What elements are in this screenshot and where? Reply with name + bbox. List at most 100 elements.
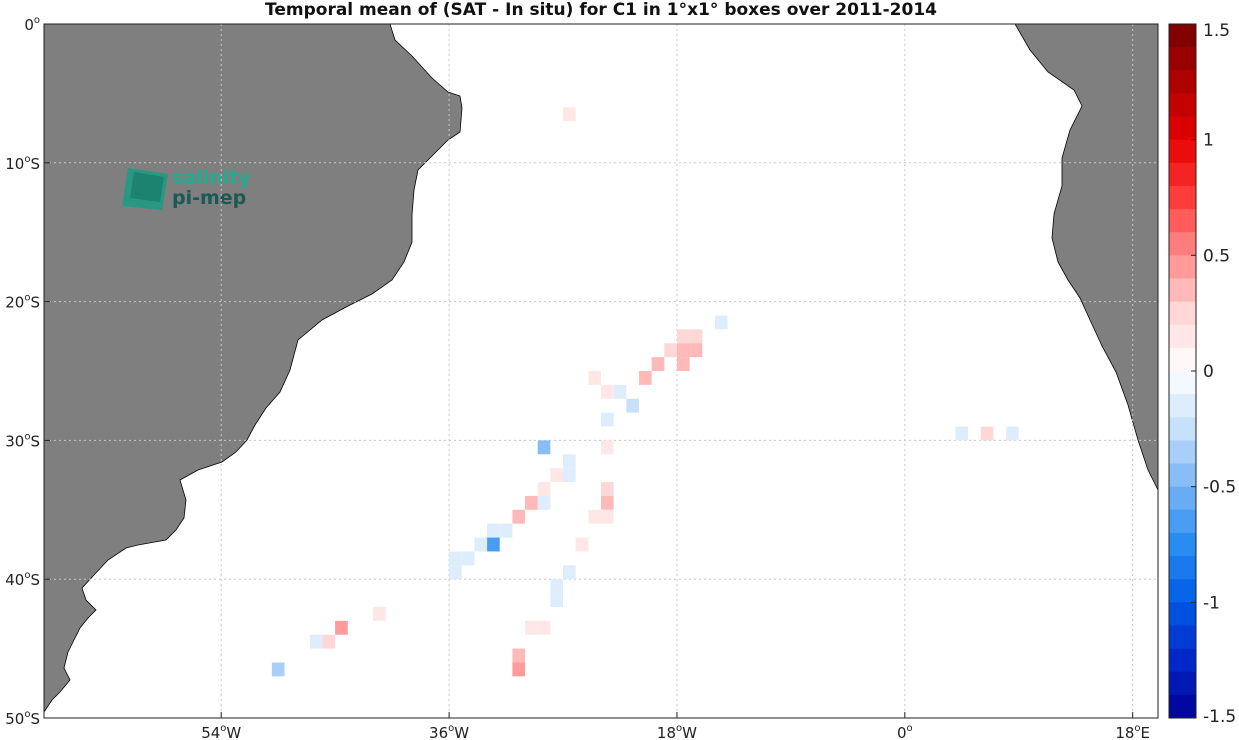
data-cell — [601, 440, 614, 455]
data-cell — [651, 357, 665, 371]
colorbar-level — [1169, 694, 1196, 719]
data-cell — [461, 551, 475, 566]
data-cell — [601, 384, 614, 399]
colorbar-level — [1169, 463, 1196, 488]
y-tick-label: 20oS — [5, 293, 40, 312]
data-cell — [499, 523, 513, 538]
data-cell — [563, 107, 576, 122]
data-cell — [537, 482, 551, 496]
data-cell — [373, 606, 386, 621]
colorbar-level — [1169, 116, 1196, 141]
colorbar-level — [1169, 70, 1196, 94]
colorbar-tick-label: 0.5 — [1203, 246, 1230, 266]
data-cell — [335, 620, 348, 635]
data-cell — [474, 537, 488, 552]
data-cell — [563, 468, 576, 483]
data-cell — [664, 343, 677, 358]
y-tick-label: 0o — [24, 15, 40, 34]
data-cell — [980, 426, 994, 441]
colorbar-level — [1169, 394, 1196, 418]
y-tick-label: 40oS — [5, 570, 40, 589]
colorbar-level — [1169, 232, 1196, 256]
data-cell — [676, 329, 690, 344]
data-cell — [563, 565, 576, 580]
salinity-pimep-logo: salinity pi-mep — [122, 167, 251, 210]
data-cell — [449, 565, 462, 580]
colorbar-level — [1169, 371, 1196, 395]
data-cell — [487, 537, 500, 552]
x-tick-label: 36oW — [429, 723, 469, 740]
colorbar-level — [1169, 255, 1196, 279]
africa-land — [1014, 23, 1159, 491]
data-cell — [550, 468, 564, 483]
colorbar-tick-label: -0.5 — [1203, 478, 1236, 498]
colorbar-level — [1169, 47, 1196, 71]
x-tick-label: 18oE — [1115, 723, 1150, 740]
data-cell — [626, 398, 639, 413]
data-cell — [588, 509, 601, 524]
data-cell — [563, 454, 576, 469]
data-cell — [1006, 426, 1019, 441]
colorbar-level — [1169, 671, 1196, 696]
data-cell — [575, 537, 589, 552]
colorbar-level — [1169, 324, 1196, 349]
colorbar-tick-label: 0 — [1203, 362, 1214, 382]
colorbar-level — [1169, 24, 1196, 48]
data-cell — [676, 343, 690, 358]
x-tick-label: 54oW — [201, 723, 241, 740]
colorbar-level — [1169, 139, 1196, 164]
data-cell — [601, 495, 614, 510]
colorbar-level — [1169, 347, 1196, 372]
y-tick-label: 50oS — [5, 709, 40, 728]
x-tick-label: 18oW — [657, 723, 697, 740]
colorbar-level — [1169, 532, 1196, 557]
data-cell — [588, 371, 601, 385]
x-tick-label: 0o — [897, 723, 913, 740]
colorbar-level — [1169, 579, 1196, 603]
colorbar-level — [1169, 185, 1196, 210]
colorbar-level — [1169, 93, 1196, 118]
data-cell — [271, 662, 285, 677]
colorbar-level — [1169, 486, 1196, 511]
logo-line1: salinity — [172, 167, 251, 189]
data-cell — [512, 509, 526, 524]
colorbar-level — [1169, 602, 1196, 626]
data-cell — [601, 412, 614, 427]
data-cell — [601, 482, 614, 496]
data-cell — [525, 495, 538, 510]
data-cell — [689, 329, 703, 344]
colorbar-level — [1169, 648, 1196, 673]
colorbar-level — [1169, 278, 1196, 303]
data-cell — [955, 426, 969, 441]
colorbar-level — [1169, 301, 1196, 326]
data-cell — [525, 620, 538, 635]
data-cell — [537, 620, 551, 635]
colorbar-tick-label: -1.5 — [1203, 707, 1236, 727]
colorbar: 1.5 1 0.5 0 -0.5 -1 -1.5 — [1168, 21, 1236, 727]
data-cell — [512, 648, 526, 663]
colorbar-level — [1169, 162, 1196, 187]
y-tick-label: 10oS — [5, 154, 40, 173]
data-cell — [550, 593, 564, 607]
colorbar-level — [1169, 509, 1196, 534]
data-cell — [714, 315, 728, 330]
colorbar-level — [1169, 625, 1196, 650]
data-cell — [449, 551, 462, 566]
colorbar-tick-label: -1 — [1203, 593, 1220, 613]
data-cell — [512, 662, 526, 677]
map-frame — [43, 23, 1159, 719]
colorbar-level — [1169, 556, 1196, 580]
data-cell — [537, 440, 551, 455]
data-cell — [601, 509, 614, 524]
data-cell — [550, 579, 564, 594]
data-cell — [676, 357, 690, 371]
data-cells — [271, 107, 1019, 677]
data-cell — [613, 384, 627, 399]
colorbar-level — [1169, 440, 1196, 465]
colorbar-level — [1169, 209, 1196, 233]
data-cell — [487, 523, 500, 538]
data-cell — [322, 634, 336, 649]
map-title: Temporal mean of (SAT - In situ) for C1 … — [265, 0, 937, 20]
colorbar-tick-label: 1 — [1203, 131, 1214, 151]
